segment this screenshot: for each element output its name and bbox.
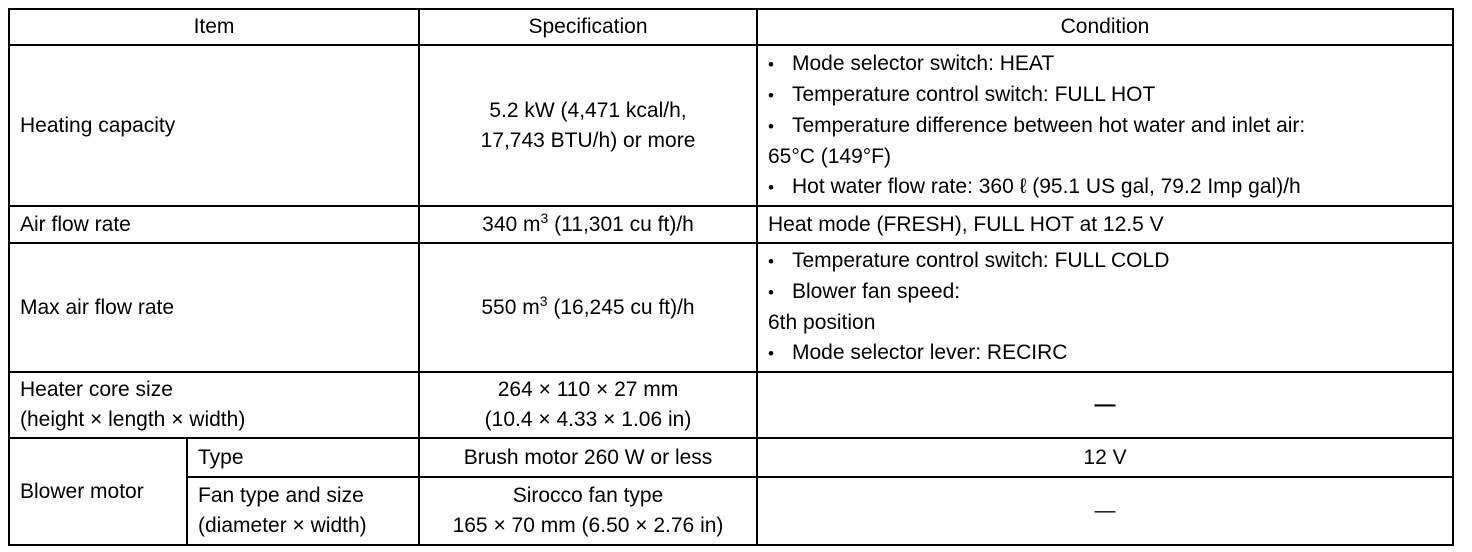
item: Blower motor bbox=[20, 479, 144, 503]
condition-bullet: Mode selector switch: HEAT bbox=[768, 49, 1442, 80]
table-cell: Condition bbox=[756, 8, 1454, 46]
table-cell: 264 × 110 × 27 mm (10.4 × 4.33 × 1.06 in) bbox=[418, 371, 758, 439]
condition-line: 6th position bbox=[768, 311, 876, 334]
table-cell: Item bbox=[8, 8, 420, 46]
table-row: Heating capacity 5.2 kW (4,471 kcal/h, 17… bbox=[8, 44, 1454, 207]
table-cell: Heater core size (height × length × width… bbox=[8, 371, 420, 439]
table-cell: Type bbox=[186, 437, 420, 478]
table-row: Fan type and size (diameter × width) Siro… bbox=[9, 476, 1454, 546]
table-cell: 12 V bbox=[756, 437, 1454, 478]
spec-line: (10.4 × 4.33 × 1.06 in) bbox=[484, 408, 692, 431]
table-row: Item Specification Condition bbox=[8, 8, 1454, 46]
subitem: Type bbox=[198, 445, 244, 469]
condition: — bbox=[1094, 393, 1116, 416]
spec: Brush motor 260 W or less bbox=[463, 445, 713, 469]
table-cell: Specification bbox=[418, 8, 758, 46]
spec-line: Sirocco fan type bbox=[512, 484, 664, 507]
table-cell: — bbox=[756, 476, 1454, 546]
item: Max air flow rate bbox=[20, 295, 175, 319]
table-row: Air flow rate 340 m3 (11,301 cu ft)/h He… bbox=[8, 205, 1454, 244]
item-line: Heater core size bbox=[20, 378, 173, 401]
item: Heating capacity bbox=[20, 113, 176, 137]
table-cell: Heating capacity bbox=[8, 44, 420, 207]
condition: Heat mode (FRESH), FULL HOT at 12.5 V bbox=[768, 212, 1164, 236]
table-cell: Mode selector switch: HEAT Temperature c… bbox=[756, 44, 1454, 207]
table-cell: 5.2 kW (4,471 kcal/h, 17,743 BTU/h) or mo… bbox=[418, 44, 758, 207]
header-item: Item bbox=[193, 15, 235, 38]
table-cell: Max air flow rate bbox=[8, 242, 420, 373]
header-condition: Condition bbox=[1060, 15, 1150, 38]
header-spec: Specification bbox=[528, 15, 648, 38]
item: Air flow rate bbox=[20, 212, 131, 236]
condition: 12 V bbox=[1083, 445, 1127, 469]
superscript: 3 bbox=[539, 292, 548, 309]
spec: 550 m bbox=[481, 295, 540, 319]
spec-line: 17,743 BTU/h) or more bbox=[480, 128, 696, 152]
table-cell: 340 m3 (11,301 cu ft)/h bbox=[418, 205, 758, 244]
superscript: 3 bbox=[540, 209, 549, 226]
item-line: (height × length × width) bbox=[20, 408, 246, 431]
condition-bullet: Temperature difference between hot water… bbox=[768, 111, 1442, 142]
condition: — bbox=[1094, 499, 1116, 522]
spec-line: 264 × 110 × 27 mm bbox=[497, 378, 679, 401]
spec-line: 165 × 70 mm (6.50 × 2.76 in) bbox=[452, 514, 724, 537]
table-cell: Heat mode (FRESH), FULL HOT at 12.5 V bbox=[756, 205, 1454, 244]
spec-table: Item Specification Condition Heating cap… bbox=[8, 8, 1454, 546]
condition-bullet: Hot water flow rate: 360 ℓ (95.1 US gal,… bbox=[768, 172, 1442, 203]
spec: (16,245 cu ft)/h bbox=[547, 295, 695, 319]
table-cell: Fan type and size (diameter × width) bbox=[186, 476, 420, 546]
condition-bullet: Temperature control switch: FULL COLD bbox=[768, 246, 1442, 277]
table-cell: — bbox=[756, 371, 1454, 439]
table-row: Max air flow rate 550 m3 (16,245 cu ft)/… bbox=[8, 242, 1454, 373]
condition-line: 65°C (149°F) bbox=[768, 144, 892, 168]
table-cell: Air flow rate bbox=[8, 205, 420, 244]
table-cell: 550 m3 (16,245 cu ft)/h bbox=[418, 242, 758, 373]
condition-bullet: Blower fan speed: bbox=[768, 277, 1442, 308]
table-cell: Brush motor 260 W or less bbox=[418, 437, 758, 478]
spec-line: 5.2 kW (4,471 kcal/h, bbox=[489, 98, 687, 122]
table-row: Blower motor Type Brush motor 260 W or l… bbox=[8, 437, 1454, 546]
condition-bullet: Mode selector lever: RECIRC bbox=[768, 338, 1442, 369]
table-cell: Temperature control switch: FULL COLD Bl… bbox=[756, 242, 1454, 373]
subitem-line: (diameter × width) bbox=[198, 514, 367, 537]
spec: (11,301 cu ft)/h bbox=[548, 212, 694, 236]
table-row: Heater core size (height × length × width… bbox=[8, 371, 1454, 439]
condition-bullet: Temperature control switch: FULL HOT bbox=[768, 80, 1442, 111]
spec: 340 m bbox=[482, 212, 541, 236]
table-cell: Blower motor bbox=[8, 437, 188, 546]
table-cell: Sirocco fan type 165 × 70 mm (6.50 × 2.76… bbox=[418, 476, 758, 546]
subitem-line: Fan type and size bbox=[198, 484, 364, 507]
